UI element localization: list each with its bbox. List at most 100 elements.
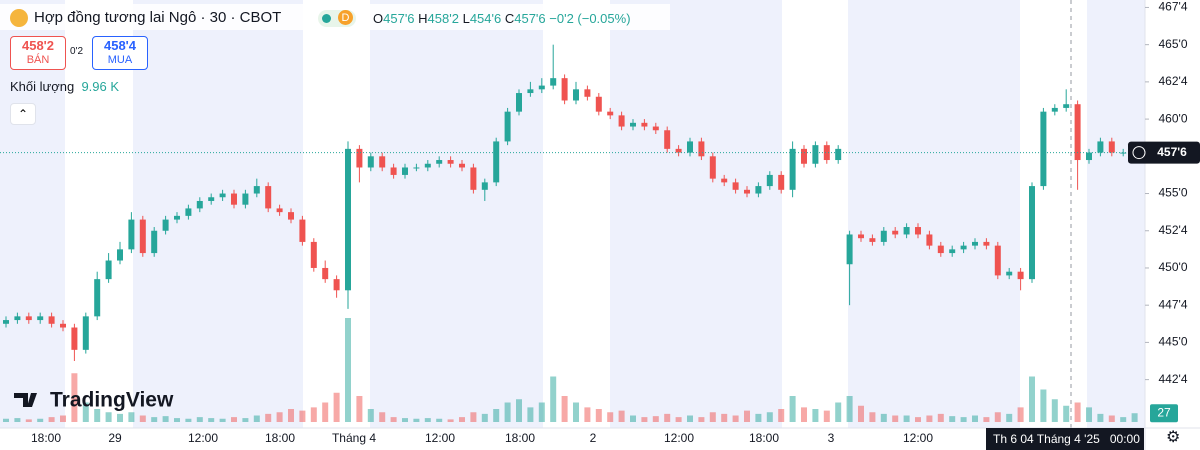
candle-body <box>595 96 602 112</box>
x-tick-label: 12:00 <box>664 431 694 445</box>
candle-body <box>652 126 659 131</box>
candle-body <box>527 89 534 94</box>
candle-body <box>926 234 933 246</box>
candle-body <box>310 241 317 268</box>
candle-body <box>447 160 454 164</box>
volume-bar <box>231 417 237 422</box>
volume-bar <box>71 373 78 422</box>
candle-body <box>151 230 158 254</box>
symbol-title: Hợp đồng tương lai Ngô · 30 · CBOT <box>34 9 282 26</box>
candle-body <box>892 230 899 235</box>
candle-body <box>1029 186 1035 280</box>
session-bands <box>0 0 1145 428</box>
candle-body <box>630 122 636 127</box>
volume-bar <box>1120 417 1127 422</box>
volume-bar <box>584 407 591 422</box>
volume-bar <box>310 407 317 422</box>
candle-body <box>584 89 591 97</box>
volume-bar <box>652 416 659 422</box>
settings-icon[interactable]: ⚙ <box>1166 429 1181 446</box>
candle-body <box>721 178 728 183</box>
volume-bar <box>618 410 625 422</box>
volume-bar <box>367 409 374 422</box>
volume-bar <box>516 399 522 422</box>
candle-body <box>94 279 101 317</box>
candle-body <box>481 182 488 190</box>
volume-bar <box>174 418 180 422</box>
volume-bar <box>1029 376 1035 422</box>
volume-bar <box>208 418 215 422</box>
y-tick-label: 452'4 <box>1159 223 1188 237</box>
last-price-tag <box>1128 141 1200 164</box>
volume-bar <box>858 405 864 422</box>
volume-bar <box>322 402 329 422</box>
volume-bar <box>687 415 693 422</box>
delay-badge: D <box>338 10 353 25</box>
volume-bar <box>105 412 112 422</box>
candle-body <box>937 245 944 254</box>
volume-bar <box>812 409 819 422</box>
collapse-button[interactable]: ⌃ <box>10 103 36 125</box>
sell-button[interactable]: 458'2 BÁN <box>10 36 66 70</box>
candle-body <box>835 148 842 161</box>
volume-bar <box>778 409 785 422</box>
candle-body <box>196 200 203 209</box>
volume-bar <box>162 416 169 422</box>
volume-bar <box>789 396 796 422</box>
volume-bar <box>1108 415 1115 422</box>
volume-bar <box>561 396 568 422</box>
x-tick-label: 29 <box>108 431 122 445</box>
candle-body <box>755 186 762 194</box>
candle-body <box>915 227 921 235</box>
candle-body <box>345 148 351 291</box>
x-tick-label: 12:00 <box>425 431 455 445</box>
candle-body <box>812 145 819 164</box>
candle-body <box>219 193 226 198</box>
status-dot <box>322 14 331 23</box>
volume-bar <box>413 418 420 422</box>
volume-bar <box>447 419 454 422</box>
sell-label: BÁN <box>26 54 50 66</box>
ohlc-key: C <box>504 11 515 26</box>
candle-body <box>1108 141 1115 153</box>
candle-body <box>162 219 169 231</box>
volume-bar <box>732 415 739 422</box>
candle-body <box>858 234 864 239</box>
candle-body <box>265 186 272 209</box>
volume-bar <box>470 412 477 422</box>
x-tick-label: 12:00 <box>903 431 933 445</box>
volume-bar <box>1051 399 1058 422</box>
volume-bar <box>937 413 944 422</box>
volume-bar <box>926 415 933 422</box>
candle-body <box>174 215 180 220</box>
candle-body <box>744 189 750 194</box>
volume-bar <box>915 417 921 422</box>
volume-bar <box>903 415 910 422</box>
logo-text: TradingView <box>50 389 174 412</box>
volume-bar <box>48 417 55 422</box>
candle-body <box>390 167 397 175</box>
volume-tag-label: 27 <box>1157 405 1171 419</box>
ohlc-value: 457'6 <box>514 11 546 26</box>
volume-bar <box>379 412 386 422</box>
candle-body <box>60 323 66 328</box>
candle-body <box>766 174 773 187</box>
candle-body <box>880 230 887 242</box>
volume-bar <box>333 392 340 422</box>
volume-bar <box>880 413 887 422</box>
band <box>610 0 782 428</box>
candle-body <box>379 156 386 168</box>
volume-bar <box>390 417 397 422</box>
candle-body <box>1097 141 1104 153</box>
volume-bar <box>538 402 545 422</box>
volume-tag <box>1150 404 1178 423</box>
candle-body <box>459 163 465 168</box>
y-tick-label: 445'0 <box>1159 335 1188 349</box>
buy-button[interactable]: 458'4 MUA <box>92 36 148 70</box>
volume-bar <box>82 402 89 422</box>
status-pill: D <box>318 10 356 27</box>
volume-bar <box>424 418 431 422</box>
volume-bar <box>14 418 21 422</box>
candle-body <box>846 234 853 265</box>
volume-bar <box>1006 413 1013 422</box>
